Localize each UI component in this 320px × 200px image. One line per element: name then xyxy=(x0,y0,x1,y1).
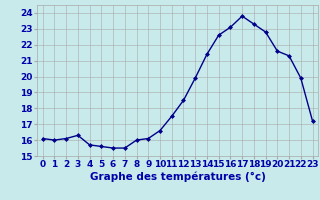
X-axis label: Graphe des températures (°c): Graphe des températures (°c) xyxy=(90,172,266,182)
